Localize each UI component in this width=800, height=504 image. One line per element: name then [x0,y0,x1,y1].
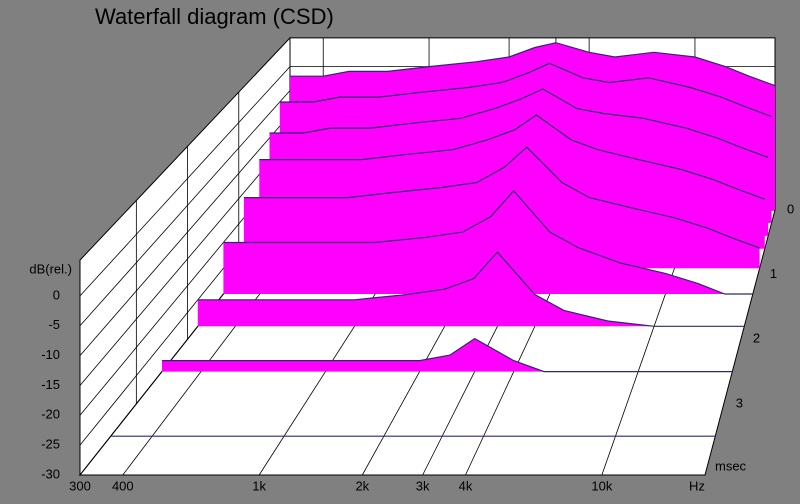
slice-line [243,146,760,249]
x-tick-label: 4k [459,478,473,493]
z-axis-label: msec [715,458,747,473]
z-tick-label: 1 [770,266,777,281]
y-tick-label: -20 [41,407,60,422]
x-tick-label: 2k [355,478,369,493]
z-tick-label: 2 [753,331,760,346]
y-tick-label: -15 [41,377,60,392]
slice-line [197,251,745,327]
z-tick-label: 0 [787,201,794,216]
grid-line [79,90,291,327]
slice-line [259,114,766,200]
grid-line [79,138,291,386]
slice-line [290,42,776,87]
slice-line [279,62,772,118]
y-tick-label: -25 [41,437,60,452]
x-tick-label: 1k [252,478,266,493]
grid-line [79,114,291,356]
slice-fill [197,252,745,327]
slice-line [223,189,753,295]
slice-fill [223,190,753,294]
slice-line [269,88,769,159]
chart-title: Waterfall diagram (CSD) [95,4,334,29]
y-tick-label: 0 [53,287,60,302]
z-tick-label: 3 [736,395,743,410]
slice-line [162,337,733,373]
slice-fill [162,338,733,372]
x-tick-label: 3k [416,478,430,493]
x-tick-label: 300 [69,478,91,493]
x-tick-label: 400 [112,478,134,493]
y-axis-label: dB(rel.) [29,262,72,277]
grid-line [79,66,291,297]
y-tick-label: -30 [41,466,60,481]
x-tick-label: 10k [591,478,612,493]
y-tick-label: -10 [41,347,60,362]
x-axis-label: Hz [689,478,705,493]
y-tick-label: -5 [48,317,60,332]
